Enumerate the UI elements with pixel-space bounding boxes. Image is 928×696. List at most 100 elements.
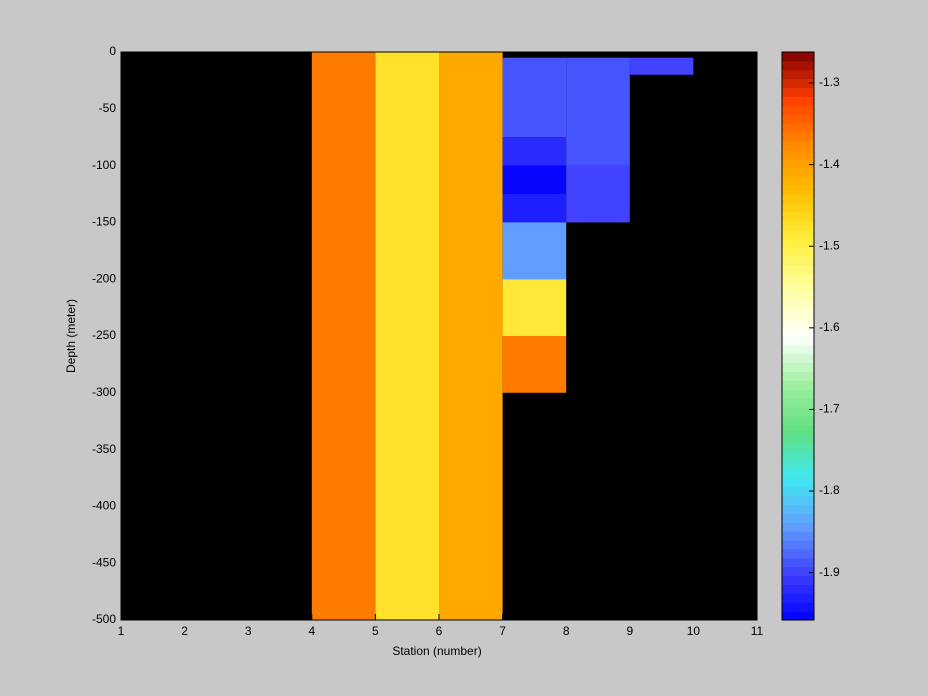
x-tick-label: 6: [436, 624, 443, 638]
colorbar-band: [782, 238, 814, 248]
colorbar-band: [782, 398, 814, 408]
colorbar-band: [782, 60, 814, 71]
colorbar-band: [782, 131, 814, 142]
colorbar-band: [782, 327, 814, 337]
x-tick-label: 8: [563, 624, 570, 638]
colorbar-band: [782, 52, 814, 62]
y-tick-label: -300: [92, 385, 116, 399]
y-tick-label: -50: [99, 101, 117, 115]
colorbar-tick-label: -1.9: [819, 565, 840, 579]
colorbar-band: [782, 371, 814, 381]
colorbar-band: [782, 78, 814, 88]
colorbar-band: [782, 389, 814, 399]
colorbar-band: [782, 167, 814, 177]
colorbar-band: [782, 282, 814, 293]
colorbar-band: [782, 220, 814, 230]
heatmap-cell: [502, 279, 567, 336]
colorbar-band: [782, 495, 814, 506]
colorbar-band: [782, 114, 814, 124]
x-axis-label: Station (number): [392, 644, 481, 658]
x-tick-label: 9: [626, 624, 633, 638]
colorbar-band: [782, 460, 814, 470]
heatmap-cell: [566, 57, 630, 166]
colorbar-band: [782, 353, 814, 364]
y-tick-label: -200: [92, 271, 116, 285]
y-axis-label: Depth (meter): [64, 299, 78, 373]
colorbar-tick-label: -1.4: [819, 157, 840, 171]
colorbar-tick-label: -1.3: [819, 75, 840, 89]
heatmap-cell: [502, 137, 567, 166]
colorbar-tick-label: -1.7: [819, 402, 840, 416]
colorbar-band: [782, 504, 814, 514]
colorbar-band: [782, 140, 814, 151]
colorbar-band: [782, 584, 814, 594]
colorbar-band: [782, 344, 814, 355]
heatmap-cell: [311, 52, 376, 620]
colorbar-frame: [781, 51, 815, 621]
colorbar-band: [782, 105, 814, 115]
colorbar-band: [782, 486, 814, 497]
colorbar-band: [782, 407, 814, 417]
colorbar-band: [782, 424, 814, 435]
colorbar-band: [782, 291, 814, 301]
colorbar-band: [782, 273, 814, 284]
colorbar-band: [782, 611, 814, 621]
colorbar-band: [782, 575, 814, 585]
colorbar-band: [782, 433, 814, 443]
colorbar-band: [782, 202, 814, 213]
heatmap-cell: [502, 165, 567, 194]
y-tick-label: -500: [92, 612, 116, 626]
heatmap-cell: [629, 57, 694, 75]
colorbar-band: [782, 211, 814, 222]
colorbar-band: [782, 158, 814, 168]
colorbar-band: [782, 87, 814, 97]
y-tick-label: -250: [92, 328, 116, 342]
colorbar-band: [782, 602, 814, 612]
heatmap-cell: [502, 57, 567, 138]
colorbar-band: [782, 229, 814, 239]
colorbar-band: [782, 318, 814, 328]
colorbar-band: [782, 513, 814, 523]
colorbar-band: [782, 149, 814, 159]
colorbar-band: [782, 185, 814, 195]
colorbar-band: [782, 247, 814, 257]
heatmap-cell: [502, 194, 567, 223]
heatmap-cell: [439, 52, 503, 620]
colorbar-band: [782, 478, 814, 488]
colorbar-tick-label: -1.5: [819, 238, 840, 252]
colorbar-band: [782, 451, 814, 461]
colorbar-band: [782, 540, 814, 550]
heatmap-cell: [502, 222, 567, 280]
colorbar-band: [782, 96, 814, 106]
y-tick-label: -100: [92, 158, 116, 172]
colorbar-band: [782, 362, 814, 372]
colorbar-band: [782, 469, 814, 479]
colorbar-tick-label: -1.6: [819, 320, 840, 334]
x-tick-label: 7: [499, 624, 506, 638]
colorbar-band: [782, 557, 814, 568]
colorbar-band: [782, 309, 814, 319]
colorbar-band: [782, 522, 814, 532]
heatmap-cell: [375, 52, 439, 620]
colorbar-tick-label: -1.8: [819, 483, 840, 497]
colorbar-band: [782, 256, 814, 266]
y-tick-label: -450: [92, 555, 116, 569]
x-tick-label: 10: [687, 624, 701, 638]
colorbar-band: [782, 176, 814, 186]
x-tick-label: 5: [372, 624, 379, 638]
colorbar-band: [782, 415, 814, 426]
colorbar-band: [782, 531, 814, 541]
x-tick-label: 1: [118, 624, 125, 638]
y-tick-label: -350: [92, 442, 116, 456]
colorbar-band: [782, 336, 814, 346]
heatmap-cell: [502, 336, 567, 393]
x-tick-label: 4: [308, 624, 315, 638]
heatmap-cell: [566, 165, 630, 223]
x-tick-label: 2: [181, 624, 188, 638]
x-tick-label: 3: [245, 624, 252, 638]
colorbar-band: [782, 593, 814, 603]
colorbar-band: [782, 549, 814, 559]
colorbar-band: [782, 123, 814, 133]
